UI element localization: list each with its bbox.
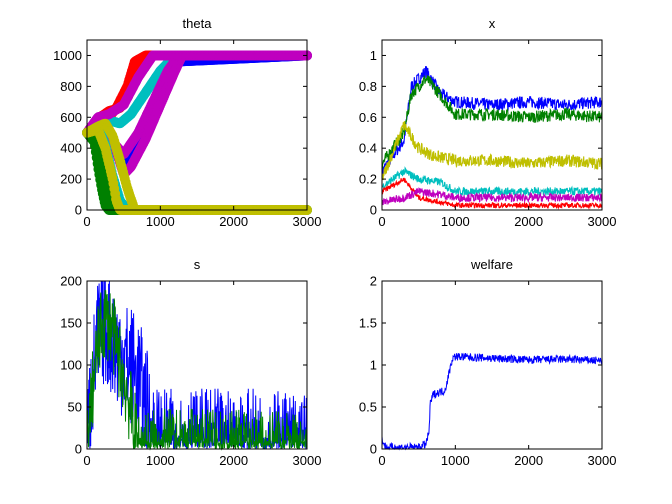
x-tick-label: 0 — [83, 453, 90, 468]
y-tick-label: 100 — [60, 358, 82, 373]
chart-title: x — [489, 16, 496, 31]
y-tick-label: 50 — [68, 400, 82, 415]
chart-title: welfare — [470, 257, 513, 272]
series-line-4 — [381, 177, 603, 210]
y-tick-label: 400 — [60, 141, 82, 156]
x-tick-label: 2000 — [219, 214, 248, 229]
y-tick-label: 0.4 — [359, 141, 377, 156]
y-tick-label: 0 — [75, 203, 82, 218]
x-tick-label: 3000 — [293, 214, 322, 229]
series-line-1 — [86, 289, 308, 451]
y-tick-label: 1 — [370, 358, 377, 373]
x-tick-label: 1000 — [441, 453, 470, 468]
y-tick-label: 800 — [60, 79, 82, 94]
y-tick-label: 1.5 — [359, 316, 377, 331]
series-line-0 — [381, 352, 603, 451]
y-tick-label: 0 — [75, 442, 82, 457]
x-tick-label: 1000 — [146, 453, 175, 468]
plot-area — [381, 39, 603, 211]
plot-frame — [381, 39, 603, 211]
x-tick-label: 0 — [378, 214, 385, 229]
plot-frame — [86, 39, 308, 211]
data-layer — [381, 66, 603, 210]
y-tick-label: 600 — [60, 110, 82, 125]
series-line-2 — [381, 121, 603, 181]
y-tick-label: 1 — [370, 48, 377, 63]
panel-x: x 0 1000 2000 3000 0 0.2 0.4 0.6 0.8 1 — [359, 16, 617, 229]
data-layer — [381, 352, 603, 451]
plot-area — [381, 280, 603, 450]
x-tick-label: 1000 — [441, 214, 470, 229]
series-line-5 — [381, 187, 603, 206]
y-tick-label: 150 — [60, 316, 82, 331]
y-tick-label: 200 — [60, 274, 82, 289]
series-line-1 — [381, 75, 603, 169]
tick-layer: 0 1000 2000 3000 0 0.2 0.4 0.6 0.8 1 — [359, 40, 617, 229]
y-tick-label: 2 — [370, 274, 377, 289]
y-tick-label: 0.8 — [359, 79, 377, 94]
tick-layer: 0 1000 2000 3000 0 200 400 600 800 1000 — [53, 40, 321, 229]
panel-s: s 0 1000 2000 3000 0 50 100 150 200 — [60, 257, 321, 468]
x-tick-label: 3000 — [293, 453, 322, 468]
y-tick-label: 0.5 — [359, 400, 377, 415]
series-line-3 — [381, 166, 603, 198]
panel-welfare: welfare 0 1000 2000 3000 0 0.5 1 1.5 2 — [359, 257, 617, 468]
x-tick-label: 0 — [83, 214, 90, 229]
panel-theta: theta 0 1000 2000 3000 0 200 400 600 800 1000 — [53, 16, 321, 229]
y-tick-label: 0 — [370, 442, 377, 457]
y-tick-label: 0 — [370, 203, 377, 218]
y-tick-label: 0.6 — [359, 110, 377, 125]
series-line-0 — [381, 66, 603, 178]
x-tick-label: 2000 — [219, 453, 248, 468]
x-tick-label: 3000 — [588, 453, 617, 468]
y-tick-label: 200 — [60, 172, 82, 187]
chart-title: s — [194, 257, 201, 272]
data-layer — [82, 50, 312, 215]
tick-layer: 0 1000 2000 3000 0 50 100 150 200 — [60, 274, 321, 469]
x-tick-label: 1000 — [146, 214, 175, 229]
x-tick-label: 2000 — [514, 214, 543, 229]
tick-layer: 0 1000 2000 3000 0 0.5 1 1.5 2 — [359, 274, 617, 469]
x-tick-label: 3000 — [588, 214, 617, 229]
y-tick-label: 1000 — [53, 48, 82, 63]
chart-title: theta — [183, 16, 213, 31]
x-tick-label: 2000 — [514, 453, 543, 468]
y-tick-label: 0.2 — [359, 172, 377, 187]
x-tick-label: 0 — [378, 453, 385, 468]
